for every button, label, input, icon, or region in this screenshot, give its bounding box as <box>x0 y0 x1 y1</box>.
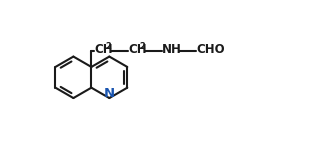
Text: N: N <box>104 87 115 100</box>
Text: CH: CH <box>94 43 113 56</box>
Text: CH: CH <box>128 43 147 56</box>
Text: 2: 2 <box>139 42 145 51</box>
Text: 2: 2 <box>106 42 111 51</box>
Text: CHO: CHO <box>196 43 225 56</box>
Text: NH: NH <box>162 43 182 56</box>
